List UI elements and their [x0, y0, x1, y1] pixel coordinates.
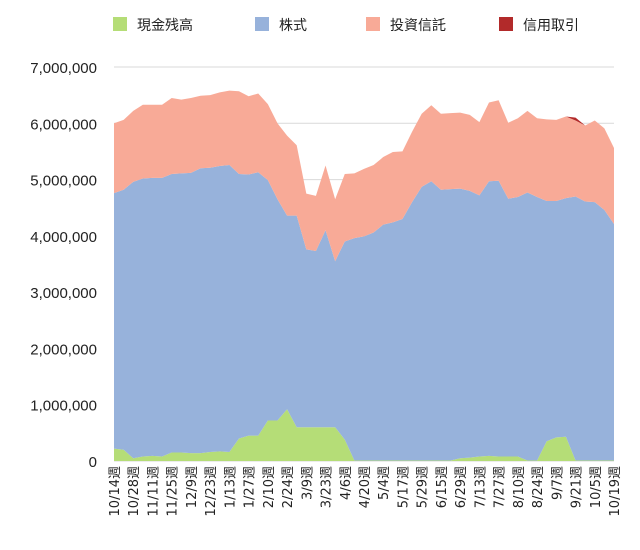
x-tick-label: 11/11週: [146, 466, 161, 516]
legend-label: 株式: [279, 18, 307, 34]
y-tick-label: 4,000,000: [30, 229, 97, 246]
legend-swatch: [366, 17, 380, 31]
x-tick-label: 1/13週: [223, 466, 238, 508]
x-tick-label: 1/27週: [243, 466, 258, 508]
y-tick-label: 3,000,000: [30, 285, 97, 302]
legend-label: 投資信託: [390, 18, 446, 34]
area-series-2: [114, 90, 614, 262]
x-tick-label: 5/4週: [377, 466, 392, 500]
y-tick-label: 7,000,000: [30, 60, 97, 77]
legend-label: 信用取引: [523, 18, 579, 34]
y-tick-label: 6,000,000: [30, 116, 97, 133]
legend-label: 現金残高: [137, 17, 193, 34]
x-tick-label: 11/25週: [166, 466, 181, 516]
x-tick-label: 8/24週: [531, 466, 546, 508]
x-tick-label: 12/23週: [204, 466, 219, 516]
x-tick-label: 9/7週: [550, 466, 565, 500]
x-tick-label: 4/6週: [339, 466, 354, 500]
legend-swatch: [113, 17, 127, 31]
x-tick-label: 9/21週: [570, 466, 585, 508]
y-axis: 0 1,000,000 2,000,000 3,000,000 4,000,000 5,0…: [30, 60, 97, 471]
x-tick-label: 12/9週: [185, 466, 200, 508]
legend: 現金残高 株式 投資信託 信用取引: [113, 17, 579, 34]
x-tick-label: 4/20週: [358, 466, 373, 508]
x-tick-label: 5/17週: [396, 466, 411, 508]
y-tick-label: 5,000,000: [30, 173, 97, 190]
x-tick-label: 3/9週: [300, 466, 315, 500]
x-tick-label: 10/28週: [127, 466, 142, 516]
y-tick-label: 2,000,000: [30, 341, 97, 358]
x-tick-label: 5/29週: [416, 466, 431, 508]
x-tick-label: 10/5週: [589, 466, 604, 508]
x-tick-label: 6/29週: [454, 466, 469, 508]
y-tick-label: 0: [89, 454, 97, 471]
x-axis: 10/14週 10/28週 11/11週 11/25週 12/9週 12/23週 1/13週…: [108, 466, 623, 516]
x-tick-label: 6/15週: [435, 466, 450, 508]
x-tick-label: 3/23週: [320, 466, 335, 508]
y-tick-label: 1,000,000: [30, 398, 97, 415]
area-series-0: [114, 409, 614, 461]
series-areas: [114, 90, 614, 461]
x-tick-label: 2/24週: [281, 466, 296, 508]
x-tick-label: 10/14週: [108, 466, 123, 516]
x-tick-label: 8/10週: [512, 466, 527, 508]
x-tick-label: 10/19週: [608, 466, 623, 516]
x-tick-label: 2/10週: [262, 466, 277, 508]
legend-swatch: [255, 17, 269, 31]
x-tick-label: 7/13週: [473, 466, 488, 508]
area-series-1: [114, 164, 614, 461]
x-tick-label: 7/27週: [493, 466, 508, 508]
legend-swatch: [499, 17, 513, 31]
